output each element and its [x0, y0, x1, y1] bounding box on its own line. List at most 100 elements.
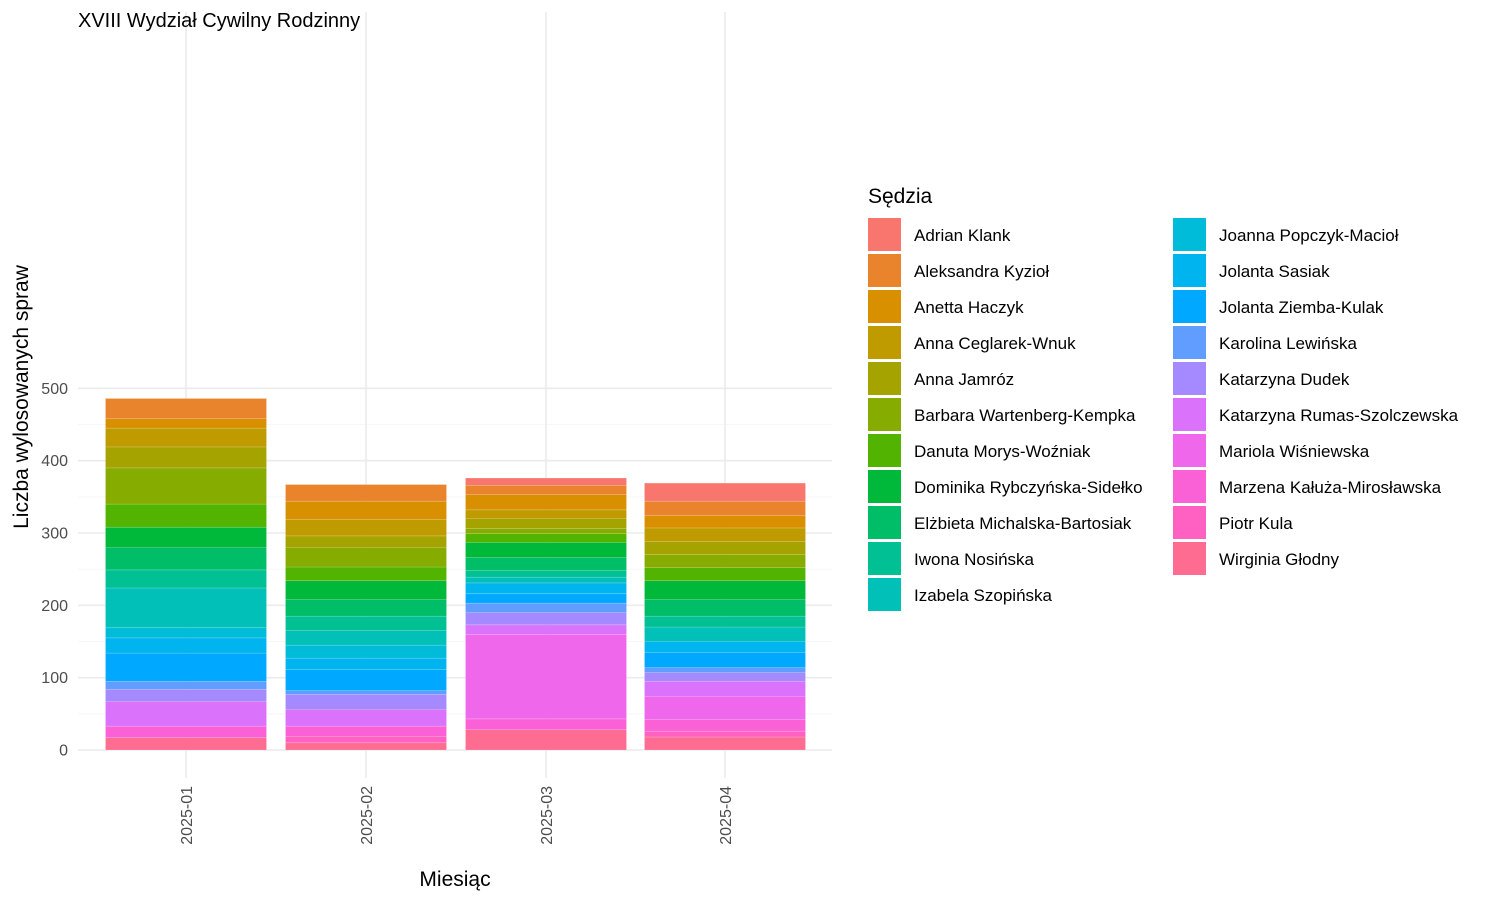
- bar-segment: [644, 500, 806, 516]
- legend-title: Sędzia: [868, 185, 933, 208]
- legend-swatch: [868, 434, 901, 467]
- bar-segment: [105, 637, 267, 654]
- bar-segment: [644, 515, 806, 529]
- bar-segment: [285, 535, 447, 548]
- bar-segment: [644, 482, 806, 502]
- bar-segment: [465, 729, 627, 751]
- bar-segment: [644, 567, 806, 582]
- bar-segment: [285, 657, 447, 671]
- x-tick-label: 2025-04: [718, 786, 735, 845]
- bar-segment: [465, 602, 627, 613]
- legend-label: Joanna Popczyk-Macioł: [1219, 226, 1399, 245]
- bar-segment: [644, 641, 806, 653]
- bar-segment: [285, 484, 447, 502]
- bar-segment: [465, 557, 627, 571]
- legend-label: Dominika Rybczyńska-Sidełko: [914, 478, 1143, 497]
- legend-label: Mariola Wiśniewska: [1219, 442, 1370, 461]
- legend-swatch: [1173, 326, 1206, 359]
- bar-segment: [465, 593, 627, 604]
- bar-segment: [105, 569, 267, 589]
- bar-segment: [465, 570, 627, 578]
- bar-segment: [285, 580, 447, 600]
- chart-title: XVIII Wydział Cywilny Rodzinny: [78, 10, 360, 32]
- bar-segment: [105, 737, 267, 751]
- bar-segment: [465, 624, 627, 635]
- bar-segment: [105, 503, 267, 528]
- bar-segment: [285, 615, 447, 631]
- bar-segment: [465, 718, 627, 731]
- y-tick-label: 500: [41, 381, 68, 398]
- bar-segment: [465, 509, 627, 519]
- bar-segment: [644, 696, 806, 720]
- bar-segment: [285, 735, 447, 744]
- bar-segment: [285, 709, 447, 727]
- legend-label: Elżbieta Michalska-Bartosiak: [914, 514, 1132, 533]
- legend-label: Jolanta Sasiak: [1219, 262, 1330, 281]
- x-tick-label: 2025-03: [539, 786, 556, 845]
- legend-swatch: [1173, 542, 1206, 575]
- legend-swatch: [1173, 470, 1206, 503]
- bar-segment: [465, 484, 627, 495]
- bar-segment: [105, 652, 267, 682]
- bar-segment: [105, 701, 267, 727]
- bar-segment: [644, 730, 806, 738]
- bar-segment: [285, 644, 447, 659]
- bar-segment: [285, 500, 447, 520]
- y-axis-title: Liczba wylosowanych spraw: [10, 264, 33, 529]
- bar-segment: [105, 587, 267, 629]
- legend-swatch: [1173, 254, 1206, 287]
- legend-swatch: [868, 218, 901, 251]
- bar-segment: [465, 518, 627, 529]
- bar-segment: [644, 652, 806, 668]
- legend-swatch: [1173, 398, 1206, 431]
- y-tick-label: 100: [41, 670, 68, 687]
- legend-swatch: [868, 578, 901, 611]
- bar-segment: [105, 427, 267, 448]
- legend-swatch: [868, 326, 901, 359]
- legend-label: Aleksandra Kyzioł: [914, 262, 1049, 281]
- bar-segment: [105, 725, 267, 739]
- x-tick-label: 2025-01: [179, 786, 196, 845]
- bar-segment: [105, 526, 267, 548]
- bar-segment: [285, 742, 447, 751]
- bar-segment: [285, 694, 447, 710]
- bar-segment: [644, 672, 806, 682]
- bar-segment: [105, 688, 267, 702]
- legend-swatch: [868, 362, 901, 395]
- legend-swatch: [868, 290, 901, 323]
- bar-segment: [105, 627, 267, 639]
- legend-label: Danuta Morys-Woźniak: [914, 442, 1091, 461]
- bar-segment: [465, 633, 627, 720]
- bar-segment: [465, 582, 627, 595]
- bar-segment: [644, 580, 806, 600]
- y-tick-label: 400: [41, 453, 68, 470]
- bar-segment: [285, 690, 447, 695]
- legend-label: Izabela Szopińska: [914, 586, 1053, 605]
- bar-segment: [465, 576, 627, 584]
- bar-segment: [285, 630, 447, 646]
- bar-segment: [105, 446, 267, 469]
- bar-segment: [105, 418, 267, 429]
- x-axis-title: Miesiąc: [419, 868, 490, 891]
- legend-label: Wirginia Głodny: [1219, 550, 1339, 569]
- bar-segment: [285, 566, 447, 582]
- bar-segment: [644, 615, 806, 628]
- bar-segment: [465, 494, 627, 511]
- y-tick-label: 200: [41, 598, 68, 615]
- legend-label: Anna Jamróz: [914, 370, 1014, 389]
- y-tick-label: 0: [59, 743, 68, 760]
- legend-label: Iwona Nosińska: [914, 550, 1035, 569]
- bar-segment: [105, 680, 267, 690]
- bar-segment: [465, 533, 627, 543]
- legend-swatch: [868, 398, 901, 431]
- legend-swatch: [1173, 434, 1206, 467]
- bar-segment: [105, 547, 267, 571]
- bar-segment: [644, 719, 806, 732]
- bar-segment: [644, 667, 806, 673]
- legend-label: Anetta Haczyk: [914, 298, 1024, 317]
- bar-segment: [644, 736, 806, 751]
- bar-segment: [644, 680, 806, 697]
- bar-segment: [644, 541, 806, 556]
- legend-label: Karolina Lewińska: [1219, 334, 1358, 353]
